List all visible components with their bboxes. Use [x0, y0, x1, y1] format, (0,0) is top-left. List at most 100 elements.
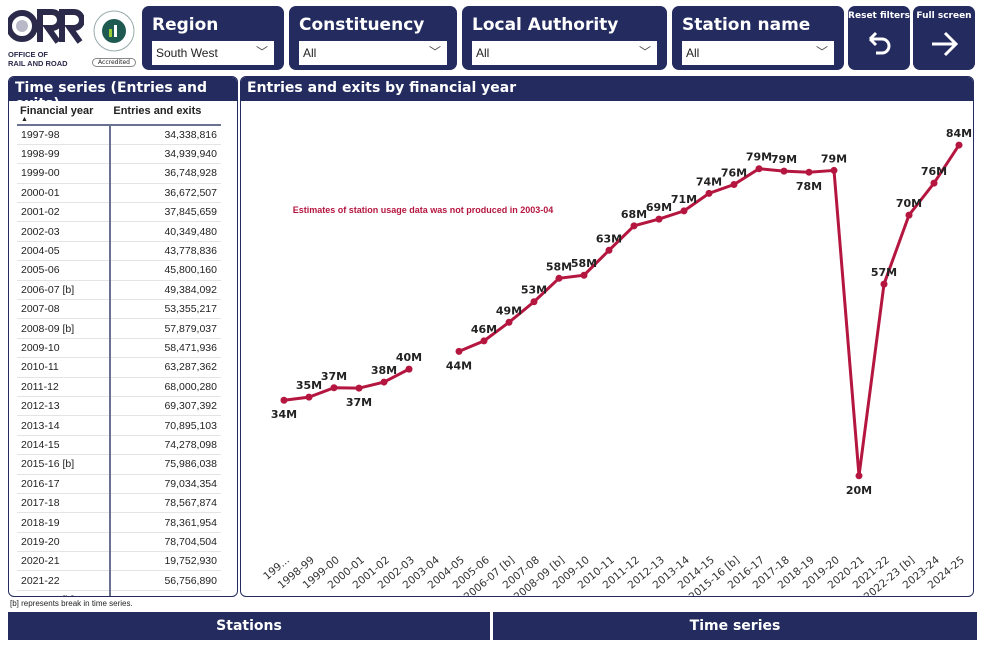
- entries-exits-line-chart: 34M35M37M37M38M40M44M46M49M53M58M58M63M6…: [261, 127, 972, 596]
- data-point[interactable]: [880, 280, 888, 288]
- reset-filters-button[interactable]: Reset filters: [848, 6, 910, 70]
- data-point[interactable]: [330, 384, 338, 392]
- financial-year-cell: 2020-21: [17, 551, 111, 572]
- data-point[interactable]: [680, 207, 688, 215]
- data-point[interactable]: [505, 318, 513, 326]
- table-row[interactable]: 2006-07 [b] 49,384,092: [17, 280, 221, 301]
- region-dropdown[interactable]: South West ﹀: [152, 41, 274, 65]
- data-point[interactable]: [730, 181, 738, 189]
- data-point[interactable]: [405, 365, 413, 373]
- table-row[interactable]: 2002-03 40,349,480: [17, 221, 221, 242]
- data-label: 58M: [571, 257, 597, 270]
- data-point[interactable]: [355, 384, 363, 392]
- data-point[interactable]: [780, 167, 788, 175]
- data-label: 63M: [596, 232, 622, 245]
- full-screen-button[interactable]: Full screen: [913, 6, 975, 70]
- column-header-entries-exits[interactable]: Entries and exits: [110, 101, 221, 126]
- data-point[interactable]: [280, 396, 288, 404]
- table-row[interactable]: 2008-09 [b] 57,879,037: [17, 318, 221, 339]
- financial-year-cell: 2011-12: [17, 377, 111, 397]
- undo-icon: [868, 31, 891, 55]
- constituency-filter[interactable]: Constituency All ﹀: [289, 6, 457, 70]
- table-row[interactable]: 2010-11 63,287,362: [17, 357, 221, 378]
- station-name-filter[interactable]: Station name All ﹀: [672, 6, 844, 70]
- entries-exits-cell: 45,800,160: [109, 260, 221, 281]
- entries-exits-cell: 78,361,954: [109, 512, 221, 533]
- table-row[interactable]: 2011-12 68,000,280: [17, 377, 221, 397]
- data-point[interactable]: [805, 168, 813, 176]
- entries-exits-cell: 78,704,504: [109, 532, 221, 553]
- data-point[interactable]: [605, 246, 613, 254]
- table-row[interactable]: 1997-98 34,338,816: [17, 125, 221, 145]
- table-row[interactable]: 1998-99 34,939,940: [17, 144, 221, 165]
- data-label: 71M: [671, 193, 697, 206]
- tab-time-series[interactable]: Time series: [493, 612, 977, 640]
- table-row[interactable]: 2014-15 74,278,098: [17, 435, 221, 456]
- column-header-financial-year[interactable]: Financial year ▲: [17, 101, 111, 126]
- table-row[interactable]: 2015-16 [b] 75,986,038: [17, 454, 221, 475]
- table-row[interactable]: 2021-22 56,756,890: [17, 570, 221, 591]
- data-label: 76M: [921, 165, 947, 178]
- table-row[interactable]: 2001-02 37,845,659: [17, 202, 221, 223]
- table-row[interactable]: 2005-06 45,800,160: [17, 260, 221, 281]
- data-point[interactable]: [655, 215, 663, 223]
- data-point[interactable]: [855, 472, 863, 480]
- table-row[interactable]: 1999-00 36,748,928: [17, 163, 221, 184]
- data-label: 79M: [821, 152, 847, 165]
- table-row[interactable]: 2004-05 43,778,836: [17, 241, 221, 262]
- data-point[interactable]: [555, 274, 563, 282]
- station-name-dropdown[interactable]: All ﹀: [682, 41, 834, 65]
- table-row[interactable]: 2019-20 78,704,504: [17, 532, 221, 553]
- financial-year-cell: 2002-03: [17, 221, 111, 242]
- entries-exits-cell: 58,471,936: [109, 338, 221, 359]
- table-row[interactable]: 2022-23 [b]70,077,000: [17, 590, 221, 596]
- table-row[interactable]: 2018-19 78,361,954: [17, 512, 221, 533]
- financial-year-cell: 2013-14: [17, 415, 111, 436]
- chart-annotation: Estimates of station usage data was not …: [293, 205, 554, 215]
- data-label: 78M: [796, 180, 822, 193]
- data-point[interactable]: [530, 298, 538, 306]
- data-point[interactable]: [705, 189, 713, 197]
- financial-year-cell: 2005-06: [17, 260, 111, 281]
- chart-panel: Entries and exits by financial year 34M 3…: [240, 76, 974, 597]
- local-authority-dropdown[interactable]: All ﹀: [472, 41, 657, 65]
- region-filter[interactable]: Region South West ﹀: [142, 6, 284, 70]
- data-label: 49M: [496, 304, 522, 317]
- data-point[interactable]: [305, 393, 313, 401]
- entries-exits-cell: 56,756,890: [109, 570, 221, 591]
- tab-stations[interactable]: Stations: [8, 612, 490, 640]
- financial-year-cell: 1998-99: [17, 144, 111, 165]
- table-row[interactable]: 2016-17 79,034,354: [17, 474, 221, 494]
- sort-ascending-icon: ▲: [21, 116, 28, 123]
- data-point[interactable]: [580, 271, 588, 279]
- table-row[interactable]: 2009-10 58,471,936: [17, 338, 221, 359]
- financial-year-cell: 2017-18: [17, 493, 111, 514]
- data-point[interactable]: [830, 166, 838, 174]
- data-point[interactable]: [630, 222, 638, 230]
- official-statistics-badge: Accredited: [92, 9, 136, 67]
- table-row[interactable]: 2012-13 69,307,392: [17, 396, 221, 417]
- table-row[interactable]: 2020-21 19,752,930: [17, 551, 221, 572]
- data-label: 58M: [546, 260, 572, 273]
- data-point[interactable]: [955, 141, 963, 149]
- data-label: 37M: [346, 396, 372, 409]
- constituency-dropdown[interactable]: All ﹀: [299, 41, 447, 65]
- table-row[interactable]: 2000-01 36,672,507: [17, 183, 221, 204]
- data-label: 68M: [621, 208, 647, 221]
- data-point[interactable]: [905, 211, 913, 219]
- financial-year-cell: 2006-07 [b]: [17, 280, 111, 301]
- table-row[interactable]: 2007-08 53,355,217: [17, 299, 221, 320]
- local-authority-filter[interactable]: Local Authority All ﹀: [462, 6, 667, 70]
- entries-exits-cell: 70,077,000: [109, 590, 221, 596]
- data-point[interactable]: [455, 347, 463, 355]
- entries-exits-cell: 57,879,037: [109, 318, 221, 339]
- data-point[interactable]: [380, 378, 388, 386]
- table-row[interactable]: 2013-14 70,895,103: [17, 415, 221, 436]
- filter-label: Constituency: [299, 15, 425, 35]
- data-label: 69M: [646, 201, 672, 214]
- data-point[interactable]: [755, 165, 763, 173]
- table-row[interactable]: 2017-18 78,567,874: [17, 493, 221, 514]
- data-point[interactable]: [930, 179, 938, 187]
- chevron-down-icon: ﹀: [255, 45, 268, 59]
- data-point[interactable]: [480, 337, 488, 345]
